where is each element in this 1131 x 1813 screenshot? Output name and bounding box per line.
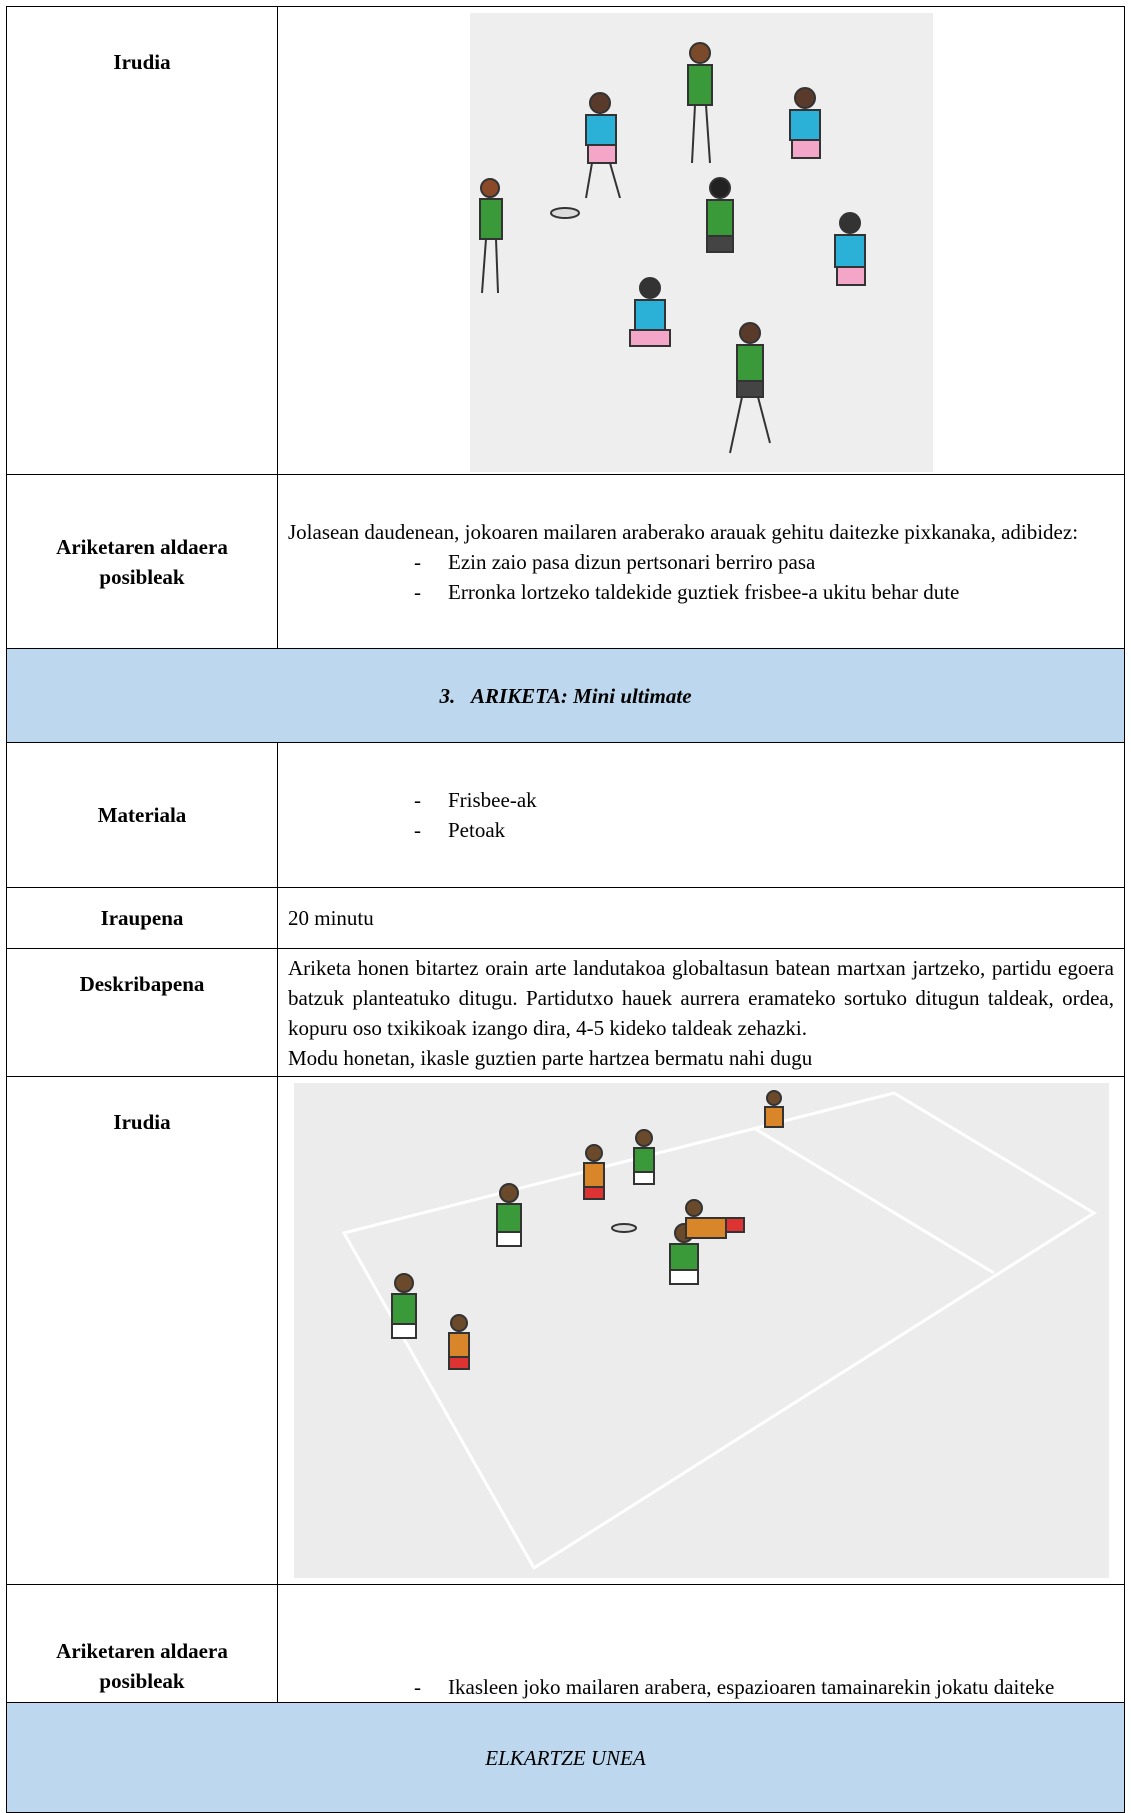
list-item: Erronka lortzeko taldekide guztiek frisb… [414, 577, 1114, 607]
section-heading: ELKARTZE UNEA [6, 1702, 1125, 1813]
paragraph: Jolasean daudenean, jokoaren mailaren ar… [288, 519, 1079, 544]
content-cell: Ariketa honen bitartez orain arte landut… [277, 948, 1125, 1077]
list-item: Ezin zaio pasa dizun pertsonari berriro … [414, 547, 1114, 577]
paragraph: Modu honetan, ikasle guztien parte hartz… [288, 1045, 813, 1070]
row-label: Ariketaren aldaera posibleak [6, 1584, 278, 1703]
row-label: Materiala [6, 742, 278, 888]
paragraph: Ariketa honen bitartez orain arte landut… [288, 955, 1114, 1040]
row-label: Deskribapena [6, 948, 278, 1077]
heading-title: ARIKETA: Mini ultimate [470, 683, 692, 708]
content-cell: 20 minutu [277, 887, 1125, 949]
list-item: Ikasleen joko mailaren arabera, espazioa… [414, 1672, 1114, 1702]
image-cell [277, 6, 1125, 475]
row-label: Irudia [6, 1076, 278, 1585]
illustration [469, 13, 933, 472]
row-label: Irudia [6, 6, 278, 475]
row-label: Iraupena [6, 887, 278, 949]
list-item: Frisbee-ak [414, 785, 1114, 815]
image-cell [277, 1076, 1125, 1585]
content-cell: Jolasean daudenean, jokoaren mailaren ar… [277, 474, 1125, 649]
content-cell: Ikasleen joko mailaren arabera, espazioa… [277, 1584, 1125, 1703]
section-heading: 3. ARIKETA: Mini ultimate [6, 648, 1125, 743]
row-label: Ariketaren aldaera posibleak [6, 474, 278, 649]
activity-table: Irudia Ariketaren aldaera posibleak Jola… [6, 6, 1125, 1813]
list-item: Petoak [414, 815, 1114, 845]
heading-number: 3. [439, 683, 456, 708]
illustration [293, 1083, 1109, 1578]
content-cell: Frisbee-akPetoak [277, 742, 1125, 888]
